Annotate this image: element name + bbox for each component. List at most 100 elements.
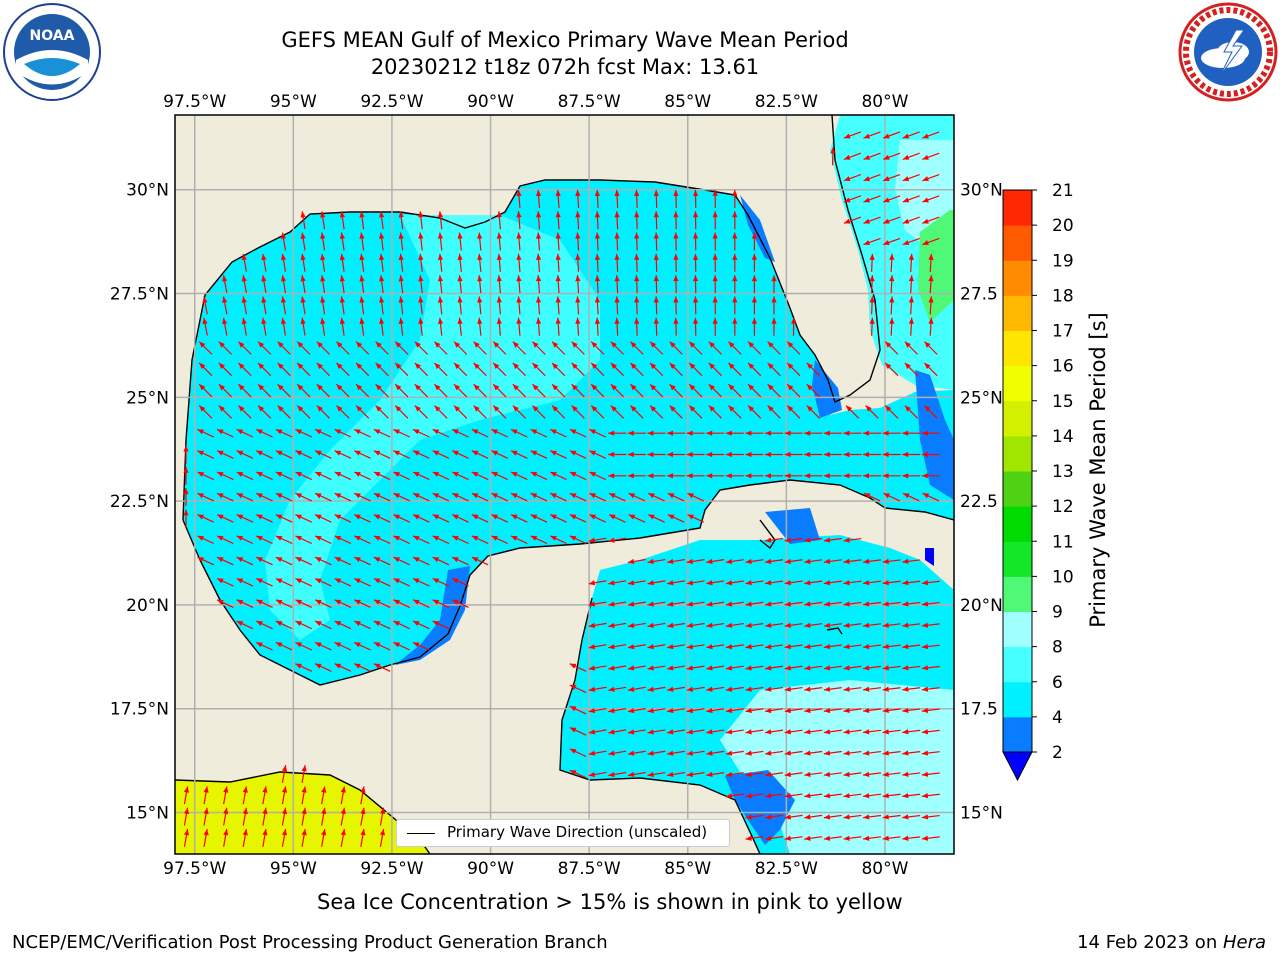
wave-arrow [340,807,346,826]
wave-arrow [457,317,463,336]
wave-arrow [241,253,247,272]
wave-arrow [928,275,934,294]
wave-arrow [314,450,332,459]
wave-arrow [412,428,430,438]
wave-arrow [767,383,781,398]
wave-arrow [882,835,901,841]
wave-arrow [203,828,209,847]
wave-arrow [275,556,293,566]
wave-arrow [706,430,725,436]
wave-arrow [845,405,860,419]
lat-tick-label-right: 30°N [960,181,1003,201]
wave-arrow [823,622,842,628]
wave-arrow [647,514,665,523]
wave-arrow [334,514,352,523]
period-band-2-honduras [725,770,795,845]
wave-arrow [692,211,699,230]
wave-arrow [373,535,391,545]
wave-arrow [902,473,921,479]
wave-arrow [594,253,601,272]
wave-arrow [255,599,273,608]
wave-arrow [784,622,803,628]
wave-arrow [610,383,624,398]
wave-arrow [692,275,699,294]
wave-arrow [255,577,273,587]
wave-arrow [261,317,267,336]
wave-arrow [843,430,862,436]
wave-arrow [843,750,862,756]
wave-arrow [510,471,528,481]
wave-arrow [608,430,627,436]
wave-arrow [686,729,705,735]
wave-arrow [732,296,738,315]
wave-arrow [706,601,725,607]
wave-arrow [316,383,330,398]
wave-arrow [555,275,561,294]
wave-arrow [843,665,862,671]
wave-arrow [492,405,507,419]
wave-arrow [588,665,607,671]
wave-arrow [198,405,213,419]
wave-arrow [535,232,542,251]
wave-arrow [804,771,823,777]
wave-arrow [649,362,664,377]
wave-arrow [686,558,705,565]
wave-arrow [686,580,705,586]
colorbar-tick-label: 4 [1052,708,1063,728]
wave-arrow [373,599,391,608]
legend-label: Primary Wave Direction (unscaled) [447,823,708,841]
wave-arrow [353,428,371,438]
nws-logo [1178,2,1278,102]
wave-arrow [590,362,605,377]
wave-arrow [745,814,764,820]
wave-arrow [725,793,744,799]
wave-arrow [767,405,781,419]
wave-arrow [216,514,234,523]
wave-arrow [477,275,483,294]
wave-arrow [791,317,797,336]
wave-arrow [924,341,938,355]
wave-arrow [510,535,528,545]
lat-tick-label-right: 20°N [960,596,1003,616]
wave-arrow [434,383,448,398]
wave-arrow [725,707,744,714]
wave-arrow [725,622,744,628]
wave-arrow [902,492,920,502]
wave-arrow [608,451,627,458]
wave-arrow [451,535,469,545]
wave-arrow [569,705,587,715]
wave-arrow [712,253,718,272]
wave-arrow [496,211,502,230]
wave-arrow [712,189,718,208]
wave-arrow [692,232,699,251]
wave-arrow [275,514,293,523]
colorbar-swatch [1003,681,1032,718]
wave-arrow [647,558,666,565]
wave-arrow [667,644,685,650]
wave-arrow [535,211,542,230]
wave-arrow [706,665,725,671]
wave-arrow [314,556,332,566]
wave-arrow [862,686,882,692]
wave-arrow [843,686,862,692]
colorbar-swatch [1003,541,1032,577]
wave-arrow [334,450,352,459]
wave-arrow [588,601,607,607]
wave-arrow [921,473,940,479]
wave-arrow [588,750,607,756]
wave-arrow [765,729,783,735]
wave-arrow [491,428,509,438]
wave-arrow [745,793,764,799]
wave-arrow [432,428,450,438]
wave-arrow [510,450,528,459]
wave-arrow [197,514,215,523]
wave-arrow [908,275,914,294]
wave-arrow [706,729,725,735]
wave-arrow [882,771,901,777]
wave-arrow [804,665,823,671]
wave-arrow [725,580,744,586]
wave-arrow [437,232,444,251]
wave-arrow [510,428,528,438]
wave-arrow [921,580,940,586]
wave-arrow [242,828,248,847]
